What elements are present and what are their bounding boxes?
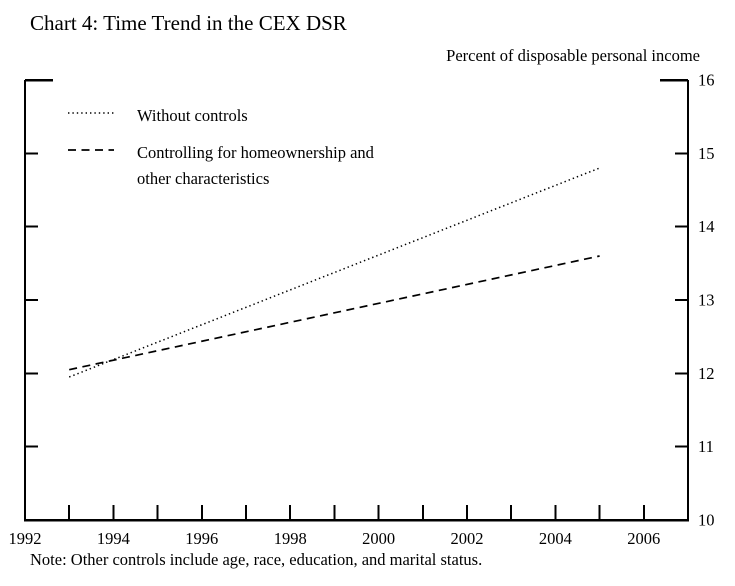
y-tick-label: 15 (698, 144, 715, 163)
y-tick-label: 10 (698, 511, 715, 530)
y-tick-label: 14 (698, 217, 715, 236)
chart-title: Chart 4: Time Trend in the CEX DSR (30, 11, 347, 35)
x-tick-label: 2000 (362, 529, 395, 548)
chart-note: Note: Other controls include age, race, … (30, 550, 483, 569)
y-tick-label: 16 (698, 71, 715, 90)
dashed-line-swatch-icon (68, 149, 114, 151)
y-tick-label: 12 (698, 364, 715, 383)
x-tick-label: 1996 (185, 529, 218, 548)
y-tick-label: 13 (698, 291, 715, 310)
x-tick-label: 1994 (97, 529, 130, 548)
y-axis-title: Percent of disposable personal income (446, 46, 700, 65)
x-tick-label: 2006 (627, 529, 660, 548)
legend-label: Controlling for homeownership and other … (137, 143, 374, 188)
series-line-dashed (69, 255, 600, 371)
x-tick-label: 2004 (539, 529, 572, 548)
legend: Without controls Controlling for homeown… (68, 103, 374, 203)
x-tick-label: 1998 (274, 529, 307, 548)
x-tick-label: 1992 (9, 529, 42, 548)
legend-label: Without controls (137, 106, 248, 125)
legend-item-without-controls: Without controls (68, 103, 374, 129)
y-tick-label: 11 (698, 437, 714, 456)
dotted-line-swatch-icon (68, 112, 114, 114)
x-tick-label: 2002 (451, 529, 484, 548)
legend-item-controlling: Controlling for homeownership and other … (68, 140, 374, 192)
